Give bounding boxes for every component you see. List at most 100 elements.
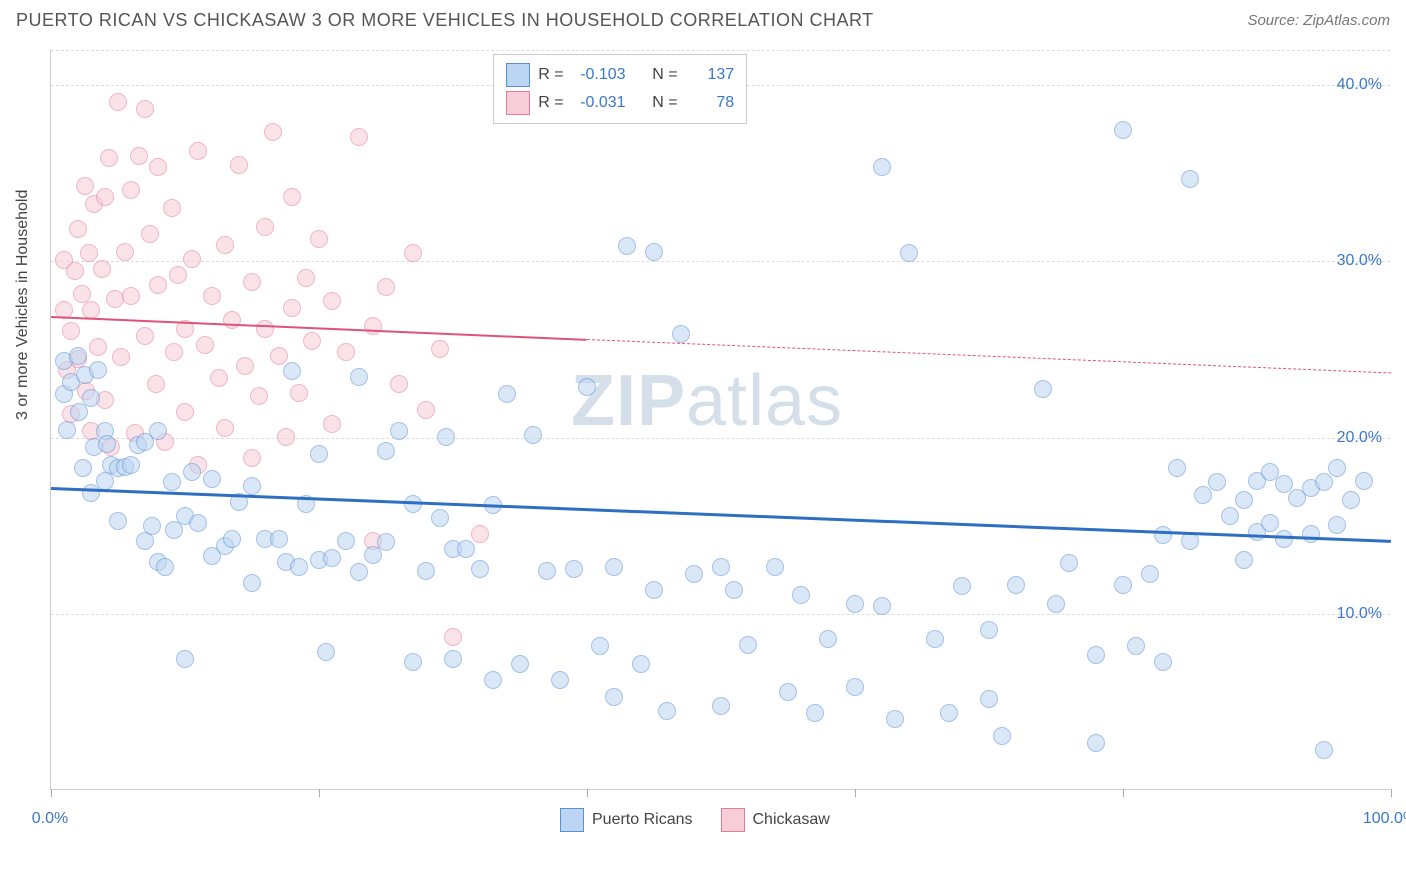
legend-item: Chickasaw: [721, 808, 830, 832]
scatter-point: [350, 563, 368, 581]
scatter-point: [1114, 121, 1132, 139]
y-axis-label: 3 or more Vehicles in Household: [14, 190, 32, 420]
scatter-point: [1275, 530, 1293, 548]
legend-label: Puerto Ricans: [592, 811, 693, 829]
scatter-point: [310, 445, 328, 463]
scatter-point: [163, 199, 181, 217]
scatter-point: [645, 243, 663, 261]
scatter-point: [122, 181, 140, 199]
scatter-point: [1154, 653, 1172, 671]
legend-swatch: [721, 808, 745, 832]
scatter-point: [122, 456, 140, 474]
y-tick-label: 20.0%: [1337, 429, 1382, 447]
scatter-point: [645, 581, 663, 599]
scatter-point: [591, 637, 609, 655]
scatter-point: [109, 512, 127, 530]
scatter-point: [243, 273, 261, 291]
scatter-point: [277, 428, 295, 446]
scatter-point: [80, 244, 98, 262]
trendline: [51, 487, 1391, 542]
scatter-point: [390, 422, 408, 440]
legend-r-label: R =: [538, 66, 572, 84]
scatter-point: [122, 287, 140, 305]
y-tick-label: 10.0%: [1337, 605, 1382, 623]
scatter-point: [236, 357, 254, 375]
scatter-point: [116, 243, 134, 261]
scatter-point: [82, 301, 100, 319]
scatter-point: [323, 292, 341, 310]
scatter-point: [169, 266, 187, 284]
scatter-point: [290, 384, 308, 402]
scatter-point: [484, 671, 502, 689]
scatter-point: [1275, 475, 1293, 493]
scatter-point: [323, 549, 341, 567]
scatter-point: [62, 322, 80, 340]
scatter-point: [739, 636, 757, 654]
legend-r-value: -0.031: [580, 94, 644, 112]
x-tick-label: 0.0%: [32, 810, 68, 828]
scatter-point: [1235, 551, 1253, 569]
scatter-point: [431, 340, 449, 358]
x-tick: [1123, 789, 1124, 797]
scatter-point: [846, 678, 864, 696]
scatter-point: [163, 473, 181, 491]
scatter-point: [632, 655, 650, 673]
scatter-point: [712, 558, 730, 576]
scatter-point: [1047, 595, 1065, 613]
scatter-point: [1114, 576, 1132, 594]
scatter-point: [766, 558, 784, 576]
scatter-point: [223, 530, 241, 548]
scatter-point: [551, 671, 569, 689]
watermark: ZIPatlas: [571, 360, 843, 442]
scatter-point: [230, 156, 248, 174]
scatter-point: [565, 560, 583, 578]
scatter-point: [498, 385, 516, 403]
scatter-point: [511, 655, 529, 673]
scatter-point: [112, 348, 130, 366]
scatter-point: [256, 218, 274, 236]
gridline: [51, 261, 1390, 262]
legend-item: Puerto Ricans: [560, 808, 693, 832]
scatter-point: [953, 577, 971, 595]
legend-swatch: [506, 91, 530, 115]
correlation-legend: R =-0.103N =137R =-0.031N =78: [493, 54, 747, 124]
legend-r-label: R =: [538, 94, 572, 112]
scatter-point: [149, 422, 167, 440]
scatter-point: [1060, 554, 1078, 572]
scatter-point: [873, 597, 891, 615]
scatter-point: [337, 532, 355, 550]
scatter-point: [886, 710, 904, 728]
scatter-point: [980, 621, 998, 639]
legend-row: R =-0.031N =78: [506, 89, 734, 117]
scatter-point: [243, 574, 261, 592]
x-tick: [1391, 789, 1392, 797]
scatter-point: [538, 562, 556, 580]
scatter-point: [196, 336, 214, 354]
scatter-point: [404, 653, 422, 671]
scatter-point: [1315, 473, 1333, 491]
source-attribution: Source: ZipAtlas.com: [1247, 12, 1390, 29]
scatter-point: [216, 419, 234, 437]
legend-n-label: N =: [652, 66, 686, 84]
scatter-point: [100, 149, 118, 167]
scatter-point: [444, 628, 462, 646]
scatter-point: [176, 650, 194, 668]
scatter-point: [437, 428, 455, 446]
scatter-point: [256, 320, 274, 338]
scatter-point: [1181, 170, 1199, 188]
scatter-point: [819, 630, 837, 648]
scatter-point: [310, 230, 328, 248]
scatter-point: [444, 650, 462, 668]
scatter-point: [96, 188, 114, 206]
scatter-point: [69, 347, 87, 365]
scatter-point: [216, 236, 234, 254]
scatter-point: [89, 361, 107, 379]
scatter-point: [1154, 526, 1172, 544]
scatter-point: [58, 421, 76, 439]
scatter-point: [1235, 491, 1253, 509]
scatter-point: [149, 158, 167, 176]
scatter-point: [377, 533, 395, 551]
legend-swatch: [560, 808, 584, 832]
scatter-point: [390, 375, 408, 393]
scatter-point: [82, 389, 100, 407]
